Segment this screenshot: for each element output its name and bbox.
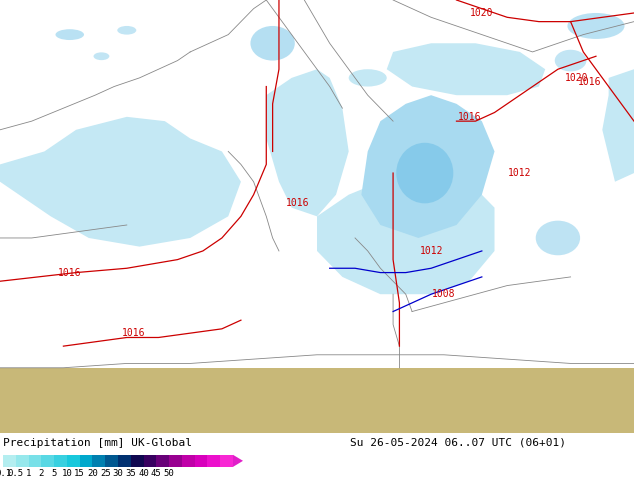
Text: 20: 20	[87, 469, 98, 478]
Bar	[207, 455, 220, 467]
Text: 1012: 1012	[419, 246, 443, 256]
Ellipse shape	[536, 220, 580, 255]
Polygon shape	[0, 368, 634, 433]
Text: 1016: 1016	[286, 198, 310, 208]
Polygon shape	[361, 95, 495, 238]
Text: 5: 5	[51, 469, 57, 478]
Bar	[41, 455, 54, 467]
Bar	[195, 455, 207, 467]
Text: 1: 1	[26, 469, 31, 478]
Ellipse shape	[93, 52, 109, 60]
Bar	[16, 455, 29, 467]
Bar	[118, 455, 131, 467]
Ellipse shape	[396, 143, 453, 203]
Bar	[67, 455, 80, 467]
Ellipse shape	[250, 26, 295, 61]
Bar	[182, 455, 195, 467]
Text: 35: 35	[126, 469, 136, 478]
Text: 15: 15	[74, 469, 85, 478]
Ellipse shape	[117, 26, 136, 35]
Polygon shape	[0, 117, 241, 246]
Text: 10: 10	[61, 469, 72, 478]
Bar	[54, 455, 67, 467]
Ellipse shape	[56, 29, 84, 40]
Bar	[3, 455, 16, 467]
Text: 40: 40	[138, 469, 149, 478]
Polygon shape	[266, 69, 349, 216]
Bar	[220, 455, 233, 467]
Polygon shape	[602, 69, 634, 182]
Text: 1016: 1016	[578, 77, 602, 87]
Text: 25: 25	[100, 469, 110, 478]
Text: 45: 45	[151, 469, 162, 478]
Polygon shape	[387, 43, 545, 95]
Text: 2: 2	[39, 469, 44, 478]
Text: 1008: 1008	[432, 289, 456, 299]
Polygon shape	[317, 173, 495, 294]
Ellipse shape	[555, 50, 586, 72]
Text: 0.1: 0.1	[0, 469, 11, 478]
Bar	[80, 455, 93, 467]
Text: Precipitation [mm] UK-Global: Precipitation [mm] UK-Global	[3, 438, 192, 448]
Bar	[29, 455, 41, 467]
Bar	[143, 455, 157, 467]
Text: 1020: 1020	[565, 73, 589, 83]
Ellipse shape	[567, 13, 624, 39]
Text: 1016: 1016	[121, 328, 145, 338]
Text: 1016: 1016	[457, 112, 481, 122]
Bar	[105, 455, 118, 467]
Text: 30: 30	[113, 469, 124, 478]
Bar	[157, 455, 169, 467]
Text: 1012: 1012	[508, 168, 532, 178]
Ellipse shape	[349, 69, 387, 87]
Bar	[131, 455, 143, 467]
Text: 1016: 1016	[58, 268, 82, 277]
Text: 1020: 1020	[470, 8, 494, 18]
Bar	[169, 455, 182, 467]
Text: Su 26-05-2024 06..07 UTC (06+01): Su 26-05-2024 06..07 UTC (06+01)	[350, 438, 566, 448]
Polygon shape	[233, 455, 243, 467]
Text: 50: 50	[164, 469, 174, 478]
Bar	[93, 455, 105, 467]
Text: 0.5: 0.5	[8, 469, 24, 478]
